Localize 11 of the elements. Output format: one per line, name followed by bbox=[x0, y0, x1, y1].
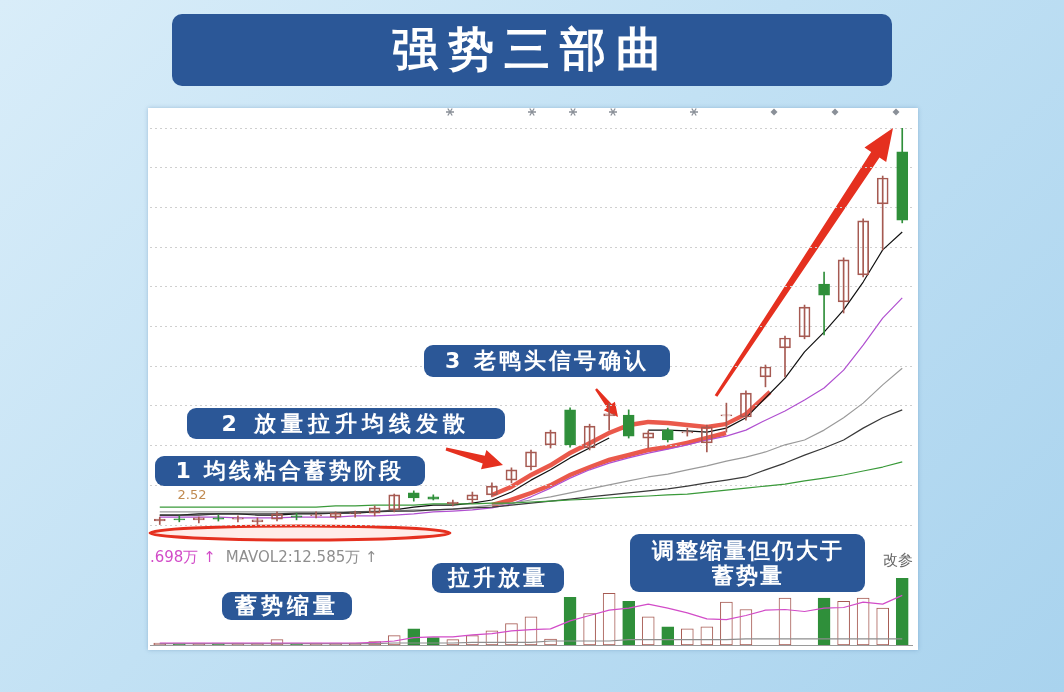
annotation: 拉升放量 bbox=[432, 563, 564, 593]
annotation: 1 均线粘合蓄势阶段 bbox=[155, 456, 425, 486]
annotation: 2 放量拉升均线发散 bbox=[187, 408, 505, 439]
text: MAVOL2:12.585万 ↑ bbox=[225, 548, 378, 567]
annotation: 3 老鸭头信号确认 bbox=[424, 345, 670, 377]
text: .698万 ↑ bbox=[150, 548, 216, 567]
annotation: 蓄势缩量 bbox=[222, 592, 352, 620]
chart-title: 强势三部曲 bbox=[172, 14, 892, 86]
annotation: 2.52 bbox=[176, 487, 208, 503]
text: 改参 bbox=[882, 551, 914, 570]
annotation: 调整缩量但仍大于蓄势量 bbox=[630, 534, 865, 592]
